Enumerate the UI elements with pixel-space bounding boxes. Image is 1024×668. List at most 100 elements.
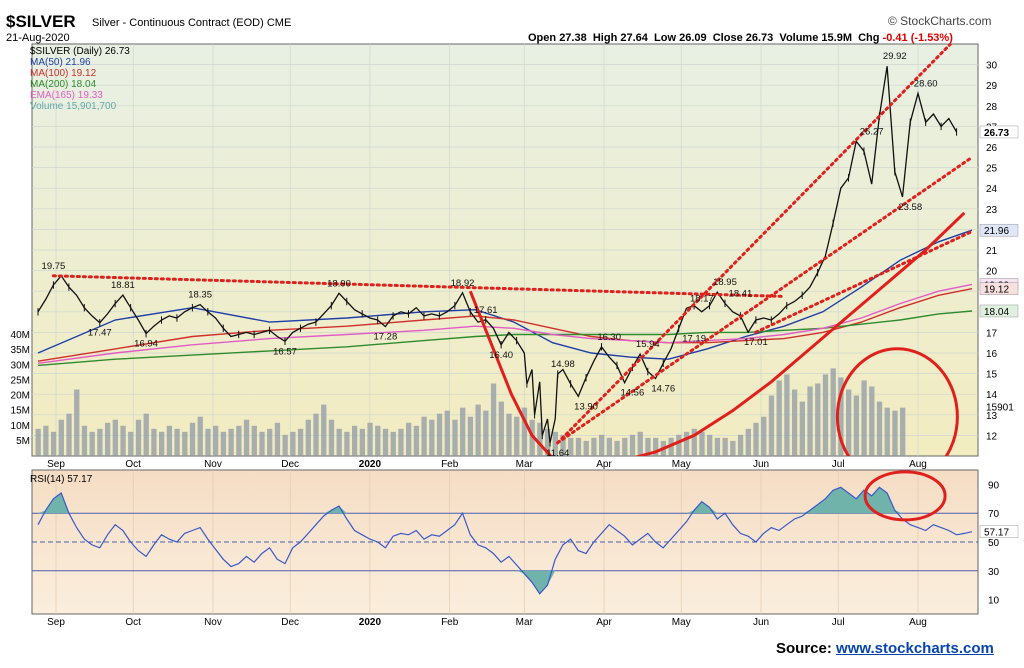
right-axis-marker-label: 19.12 (984, 285, 1009, 296)
volume-bar (43, 425, 49, 456)
volume-bar (830, 368, 836, 456)
price-tick-label: 14 (986, 390, 998, 401)
price-point-label: 16.30 (597, 332, 621, 343)
price-point-label: 18.41 (729, 288, 753, 299)
volume-bar (97, 428, 103, 456)
volume-bar (128, 431, 134, 456)
volume-label: Volume (779, 32, 819, 44)
price-x-tick-label: May (672, 459, 691, 470)
volume-bar (35, 428, 41, 456)
volume-bar (483, 410, 489, 456)
price-tick-label: 30 (986, 61, 998, 72)
source-link[interactable]: www.stockcharts.com (836, 640, 994, 657)
volume-bar (367, 422, 373, 456)
volume-bar (730, 440, 736, 456)
legend-volume: Volume 15,901,700 (30, 101, 117, 112)
price-point-label: 17.28 (373, 332, 397, 343)
brand-watermark: © StockCharts.com (888, 14, 992, 28)
rsi-line (37, 486, 973, 595)
volume-bar (645, 437, 651, 456)
price-point-label: 18.17 (690, 293, 714, 304)
volume-highlight-circle (835, 347, 959, 456)
close-label: Close (712, 32, 743, 44)
legend-price: $SILVER (Daily) 26.73 (30, 46, 130, 57)
volume-bar (143, 413, 149, 456)
price-tick-label: 16 (986, 349, 998, 360)
price-x-tick-label: Dec (281, 459, 299, 470)
volume-bar (267, 428, 273, 456)
volume-bar (297, 428, 304, 456)
price-point-label: 14.98 (551, 359, 575, 370)
price-point-label: 16.57 (273, 346, 297, 357)
volume-bar (583, 440, 589, 456)
price-point-label: 23.58 (898, 202, 922, 213)
legend-ma50: MA(50) 21.96 (30, 57, 91, 68)
right-axis-marker-box (979, 223, 1019, 237)
source-label: Source: (776, 640, 832, 657)
moving-average-line (37, 310, 973, 367)
price-x-tick-label: Jul (832, 459, 845, 470)
volume-bar (189, 422, 196, 456)
volume-bar (668, 437, 674, 456)
volume-tick-label: 15M (11, 406, 30, 417)
rsi-overbought-fill (38, 487, 972, 514)
volume-bar (521, 407, 528, 456)
price-point-label: 29.92 (883, 51, 907, 62)
volume-bar (336, 428, 342, 456)
volume-bar (838, 377, 844, 456)
volume-bar (845, 389, 852, 456)
rsi-x-tick-label: Oct (125, 617, 141, 628)
price-tick-label: 28 (986, 102, 998, 113)
price-x-tick-label: Apr (596, 459, 612, 470)
legend-ma100: MA(100) 19.12 (30, 68, 97, 79)
mid-channel-line (754, 230, 974, 334)
moving-average-line (37, 283, 973, 364)
volume-bar (236, 425, 242, 456)
volume-bar (861, 380, 867, 456)
price-point-label: 14.56 (620, 388, 644, 399)
price-point-label: 18.92 (451, 278, 475, 289)
volume-bar (74, 389, 80, 456)
volume-bar (560, 434, 566, 456)
volume-bar (575, 437, 582, 456)
rsi-x-tick-label: Apr (596, 617, 612, 628)
volume-bar (313, 413, 319, 456)
source-credit: Source: www.stockcharts.com (776, 640, 994, 657)
volume-bar (321, 404, 327, 456)
price-point-label: 17.47 (88, 328, 112, 339)
volume-bar (413, 425, 420, 456)
rsi-legend: RSI(14) 57.17 (30, 474, 93, 485)
volume-bar (884, 407, 890, 456)
moving-average-line (37, 288, 973, 362)
moving-average-line (37, 229, 973, 360)
volume-bar (753, 422, 759, 456)
price-x-tick-label: Jun (753, 459, 769, 470)
price-point-label: 14.76 (651, 384, 675, 395)
price-tick-label: 21 (986, 246, 998, 257)
volume-bar (429, 419, 435, 456)
price-point-label: 18.95 (713, 277, 737, 288)
volume-bar (282, 434, 288, 456)
price-tick-label: 17 (986, 328, 998, 339)
volume-bar (120, 425, 126, 456)
volume-bar (498, 401, 504, 456)
price-x-tick-label: Oct (125, 459, 141, 470)
chg-label: Chg (858, 32, 880, 44)
volume-bar (768, 395, 775, 456)
price-x-tick-label: Aug (909, 459, 927, 470)
close-value: 26.73 (745, 32, 774, 44)
volume-bar (676, 434, 682, 456)
rsi-tick-label: 90 (988, 480, 1000, 491)
price-point-label: 19.75 (42, 261, 66, 272)
volume-bar (737, 434, 744, 456)
rsi-last-label: 57.17 (984, 528, 1009, 539)
volume-bar (344, 431, 350, 456)
volume-tick-label: 30M (11, 360, 30, 371)
rsi-tick-label: 70 (988, 509, 1000, 520)
rsi-x-tick-label: Sep (47, 617, 65, 628)
rsi-tick-label: 10 (988, 596, 1000, 607)
volume-bar (243, 419, 250, 456)
volume-bar (382, 428, 389, 456)
high-label: High (592, 32, 618, 44)
